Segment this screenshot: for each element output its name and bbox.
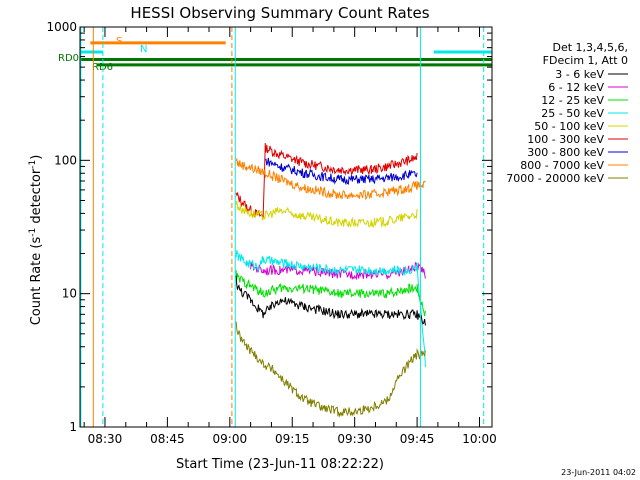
legend-entry-label: 25 - 50 keV xyxy=(541,107,604,120)
y-axis-label-mid: detector xyxy=(29,168,44,228)
chart-title: HESSI Observing Summary Count Rates xyxy=(130,4,429,22)
flag-label-s: S xyxy=(116,36,122,47)
flag-label-n: N xyxy=(140,44,147,55)
y-tick-label: 1 xyxy=(69,420,77,434)
y-axis-label: Count Rate (s-1 detector-1) xyxy=(28,155,44,326)
series-layer xyxy=(235,142,426,418)
x-tick-label: 09:45 xyxy=(400,432,435,446)
flags-layer: SNRD0RD6 xyxy=(58,36,492,73)
series-line xyxy=(235,200,418,228)
footer-date: 23-Jun-2011 04:02 xyxy=(561,468,636,477)
y-tick-label: 10 xyxy=(62,287,77,301)
series-line xyxy=(235,275,426,326)
series-line xyxy=(235,270,426,317)
series-line xyxy=(235,157,426,201)
x-tick-label: 08:45 xyxy=(150,432,185,446)
series-line xyxy=(250,261,426,281)
legend-entry-label: 300 - 800 keV xyxy=(527,146,604,159)
legend-entry-label: 800 - 7000 keV xyxy=(520,159,604,172)
plot-area xyxy=(80,27,492,427)
series-line xyxy=(235,249,426,368)
y-tick-label: 1000 xyxy=(46,20,77,34)
x-axis-label: Start Time (23-Jun-11 08:22:22) xyxy=(176,457,384,472)
x-tick-label: 08:30 xyxy=(88,432,123,446)
y-axis-label-sup1: -1 xyxy=(28,228,38,237)
y-axis-label-end: ) xyxy=(29,155,44,160)
y-tick-label: 100 xyxy=(54,153,77,167)
axes-layer: 1 10 100 1000 08:30 08:45 09:00 09:15 09:30 09:45… xyxy=(46,20,496,446)
legend-entry-label: 100 - 300 keV xyxy=(527,133,604,146)
flag-label-rd0: RD0 xyxy=(58,53,79,64)
legend-entry-label: 7000 - 20000 keV xyxy=(506,172,604,185)
legend-header-2: FDecim 1, Att 0 xyxy=(543,54,628,67)
legend-entry-label: 50 - 100 keV xyxy=(534,120,604,133)
vlines-layer xyxy=(80,27,485,427)
x-tick-label: 09:00 xyxy=(213,432,248,446)
plot-frame xyxy=(79,26,493,428)
x-tick-label: 09:15 xyxy=(275,432,310,446)
x-tick-label: 09:30 xyxy=(337,432,372,446)
legend-entry-label: 3 - 6 keV xyxy=(555,68,604,81)
y-axis-label-sup2: -1 xyxy=(28,160,38,169)
legend-entry-label: 6 - 12 keV xyxy=(548,81,604,94)
series-line xyxy=(265,157,418,186)
y-axis-label-main: Count Rate (s xyxy=(29,237,44,326)
legend-header-1: Det 1,3,4,5,6, xyxy=(552,41,628,54)
x-tick-label: 10:00 xyxy=(462,432,497,446)
legend: Det 1,3,4,5,6, FDecim 1, Att 0 3 - 6 keV… xyxy=(506,41,628,185)
legend-entry-label: 12 - 25 keV xyxy=(541,94,604,107)
series-line xyxy=(235,321,426,418)
series-line xyxy=(235,142,418,218)
plot-background xyxy=(80,27,492,427)
